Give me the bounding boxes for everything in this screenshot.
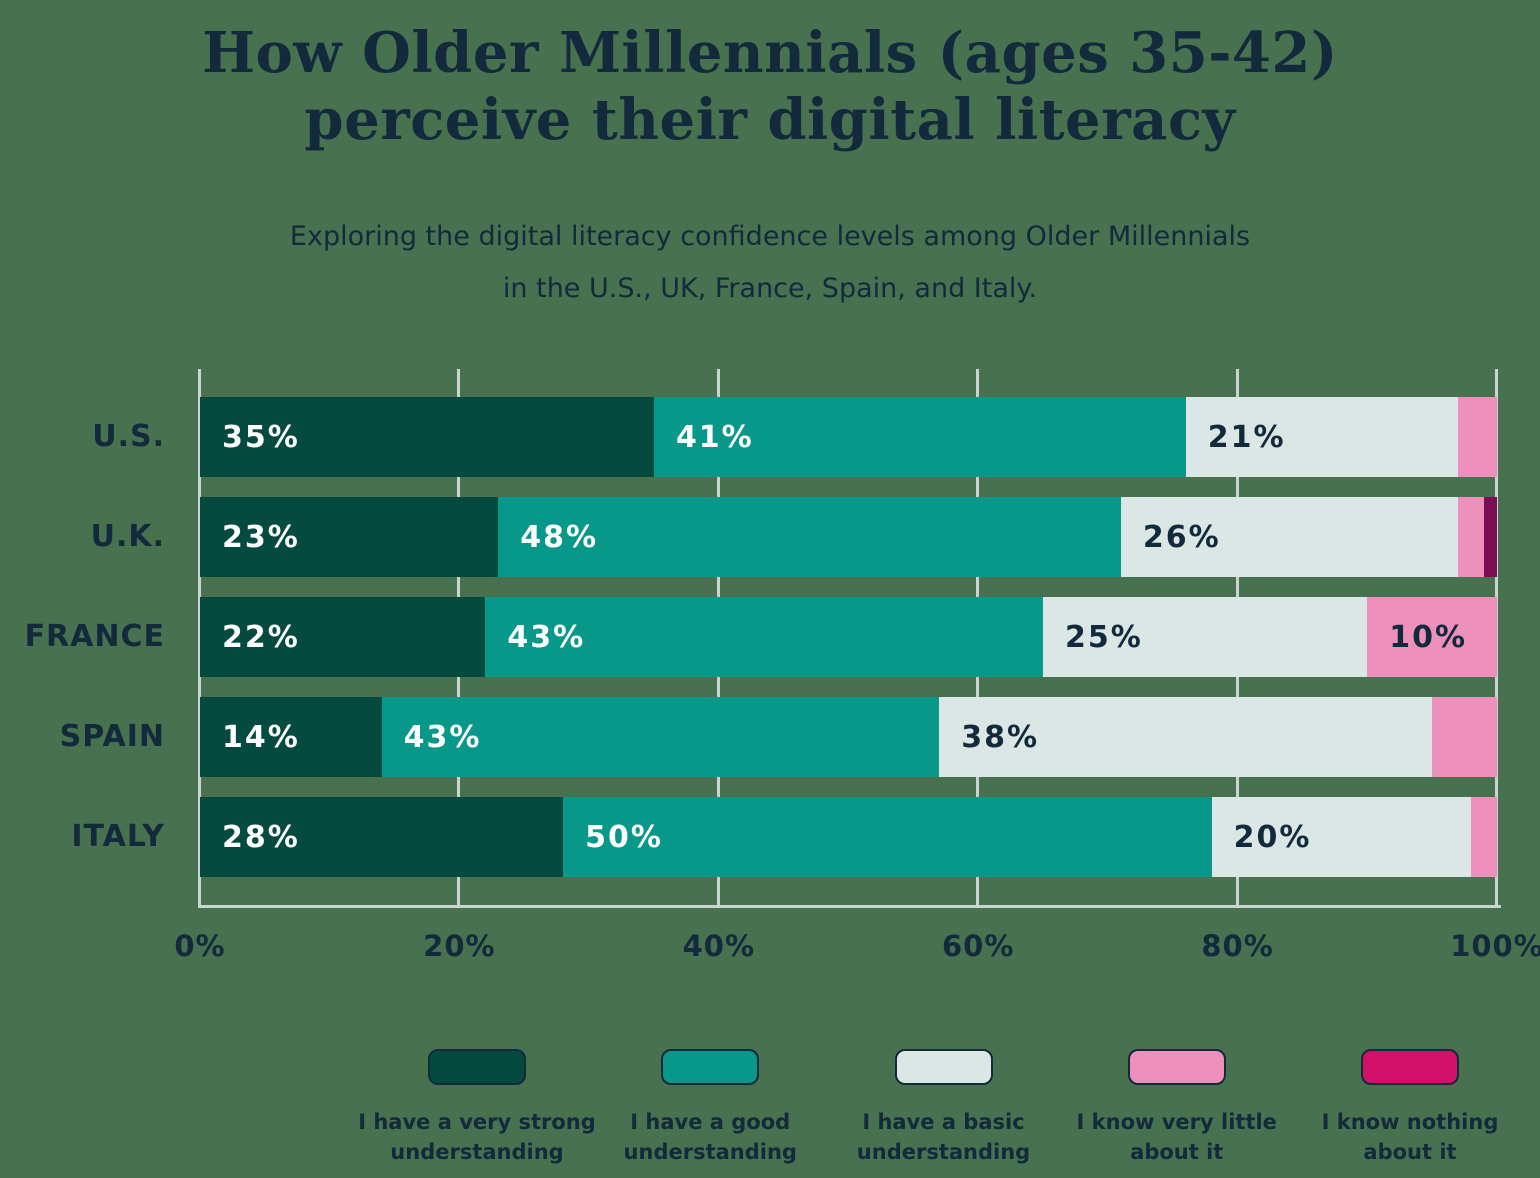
bar-segment-value: 20% xyxy=(1233,819,1312,855)
bar-segment-value: 43% xyxy=(507,619,586,655)
legend-label: I have a good understanding xyxy=(585,1107,835,1167)
bar-segment-value: 38% xyxy=(961,719,1040,755)
page-title-line1: How Older Millennials (ages 35-42) xyxy=(202,20,1338,86)
legend-label-line2: understanding xyxy=(390,1140,564,1164)
bar-segment-series-4: 10% xyxy=(1367,597,1497,677)
bar-segment-series-2: 48% xyxy=(498,497,1121,577)
bar-segment-series-4 xyxy=(1458,397,1497,477)
legend-label-line1: I know very little xyxy=(1076,1110,1277,1134)
legend-label-line1: I have a very strong xyxy=(358,1110,596,1134)
bar-segment-series-3: 26% xyxy=(1120,497,1459,577)
page-title: How Older Millennials (ages 35-42) percei… xyxy=(0,20,1540,154)
legend-label-line2: about it xyxy=(1130,1140,1224,1164)
legend-swatch-icon xyxy=(1127,1049,1226,1085)
bar-segment-series-5 xyxy=(1484,497,1497,577)
bar-segment-value: 41% xyxy=(675,419,754,455)
bar-segment-series-2: 50% xyxy=(563,797,1212,877)
x-axis-baseline xyxy=(198,905,1501,908)
x-axis-tick-label: 20% xyxy=(423,929,496,963)
legend-swatch-icon xyxy=(661,1049,760,1085)
category-label: FRANCE xyxy=(24,619,165,654)
category-label: U.K. xyxy=(90,519,165,554)
legend-label-line2: about it xyxy=(1363,1140,1457,1164)
x-axis-tick-label: 60% xyxy=(941,929,1015,963)
x-axis-tick-label: 40% xyxy=(682,929,756,963)
chart-subtitle: Exploring the digital literacy confidenc… xyxy=(0,211,1540,315)
legend-item: I know very little about it xyxy=(1052,1049,1302,1167)
bar-segment-value: 35% xyxy=(222,419,300,455)
legend-item: I have a good understanding xyxy=(585,1049,835,1167)
category-label: ITALY xyxy=(71,819,165,854)
legend-label-line2: understanding xyxy=(623,1140,797,1164)
legend-label-line1: I have a good xyxy=(630,1110,791,1134)
bar-segment-series-4 xyxy=(1432,697,1497,777)
bar-segment-series-1: 14% xyxy=(200,697,382,777)
x-axis-tick-label: 80% xyxy=(1201,929,1274,963)
chart-subtitle-line1: Exploring the digital literacy confidenc… xyxy=(289,221,1251,252)
bar-segment-series-2: 41% xyxy=(653,397,1186,477)
bar-segment-value: 21% xyxy=(1207,419,1286,455)
bar-segment-series-3: 20% xyxy=(1211,797,1472,877)
bar-segment-value: 23% xyxy=(222,519,300,555)
plot-area: 0% 20% 40% 60% 80% 100% U.S. 35% 41% 21% U.K. 23% 48… xyxy=(25,369,1540,963)
bar-segment-series-3: 38% xyxy=(939,697,1433,777)
bar-segment-value: 22% xyxy=(222,619,300,655)
legend-label-line1: I know nothing xyxy=(1321,1110,1499,1134)
legend-label: I know very little about it xyxy=(1052,1107,1302,1167)
bar-row: FRANCE 22% 43% 25% 10% xyxy=(25,597,1497,677)
x-axis-tick-label: 100% xyxy=(1450,929,1540,963)
bar-segment-series-1: 28% xyxy=(200,797,564,877)
category-label: SPAIN xyxy=(59,719,165,754)
chart-legend: I have a very strong understanding I have … xyxy=(0,1049,1540,1174)
bar-segment-value: 28% xyxy=(222,819,300,855)
chart-subtitle-line2: in the U.S., UK, France, Spain, and Ital… xyxy=(502,273,1038,304)
bar-segment-series-1: 23% xyxy=(200,497,499,577)
bar-segment-series-2: 43% xyxy=(381,697,940,777)
legend-item: I know nothing about it xyxy=(1285,1049,1535,1167)
bar-segment-series-2: 43% xyxy=(485,597,1044,677)
bar-segment-series-1: 35% xyxy=(200,397,654,477)
bar-segment-value: 10% xyxy=(1389,619,1468,655)
legend-label-line2: understanding xyxy=(856,1140,1031,1164)
bar-row: U.K. 23% 48% 26% xyxy=(91,497,1497,577)
page-title-line2: perceive their digital literacy xyxy=(304,87,1236,153)
legend-label-line1: I have a basic xyxy=(862,1110,1025,1134)
legend-label: I know nothing about it xyxy=(1285,1107,1535,1167)
bar-segment-series-3: 25% xyxy=(1043,597,1368,677)
category-label: U.S. xyxy=(92,419,165,454)
legend-item: I have a basic understanding xyxy=(819,1049,1069,1167)
legend-label: I have a very strong understanding xyxy=(352,1107,602,1167)
bar-row: SPAIN 14% 43% 38% xyxy=(60,697,1497,777)
bar-segment-value: 26% xyxy=(1142,519,1221,555)
bar-segment-series-4 xyxy=(1471,797,1497,877)
bar-segment-series-4 xyxy=(1458,497,1484,577)
bar-segment-value: 25% xyxy=(1065,619,1143,655)
bar-segment-value: 48% xyxy=(520,519,599,555)
bar-segment-series-3: 21% xyxy=(1185,397,1459,477)
bar-segment-value: 43% xyxy=(403,719,482,755)
legend-swatch-icon xyxy=(1361,1049,1459,1085)
legend-label: I have a basic understanding xyxy=(819,1107,1069,1167)
gridline xyxy=(198,369,201,908)
legend-swatch-icon xyxy=(428,1049,526,1085)
bar-row: ITALY 28% 50% 20% xyxy=(71,797,1497,877)
bar-segment-series-1: 22% xyxy=(200,597,486,677)
legend-swatch-icon xyxy=(894,1049,993,1085)
bar-segment-value: 14% xyxy=(222,719,300,755)
bar-row: U.S. 35% 41% 21% xyxy=(92,397,1497,477)
legend-item: I have a very strong understanding xyxy=(352,1049,602,1167)
x-axis-tick-label: 0% xyxy=(174,929,226,963)
bar-segment-value: 50% xyxy=(585,819,663,855)
